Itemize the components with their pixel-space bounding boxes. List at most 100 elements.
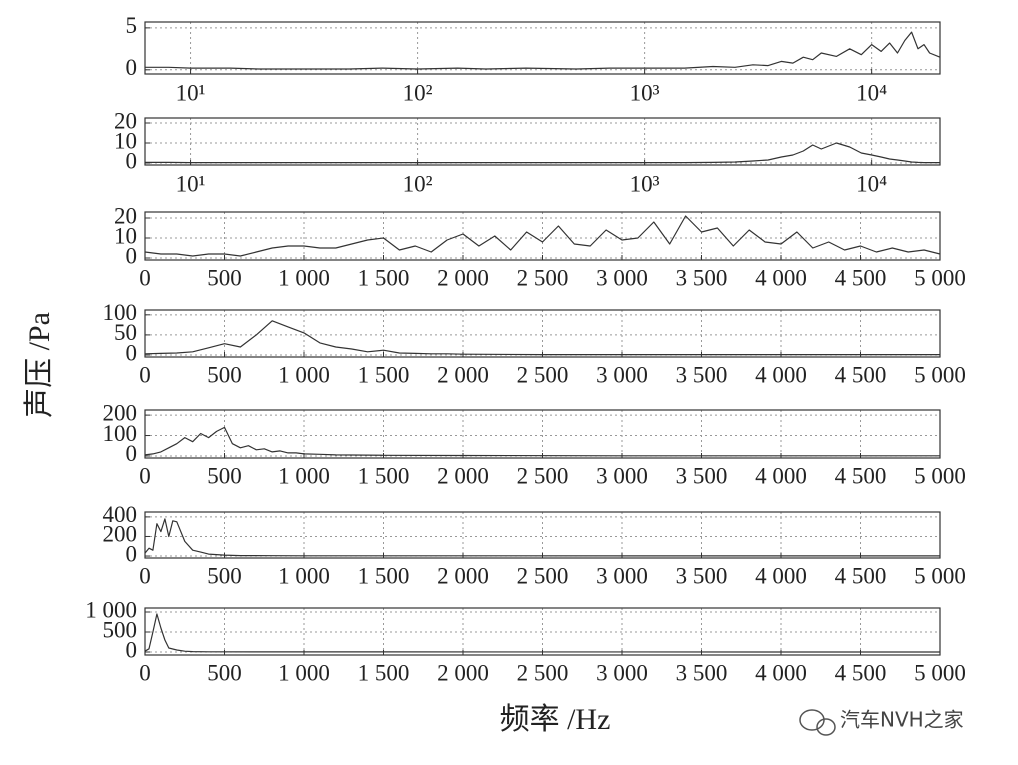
data-line	[144, 518, 941, 557]
x-tick-label: 4 000	[755, 265, 807, 290]
x-tick-label: 1 500	[358, 463, 410, 488]
x-tick-label: 5 000	[914, 463, 966, 488]
x-tick-label: 2 500	[517, 362, 569, 387]
x-tick-label: 1 000	[278, 362, 330, 387]
x-tick-label: 10¹	[176, 80, 206, 105]
plot-frame	[144, 211, 941, 261]
watermark-icon	[799, 709, 836, 736]
x-tick-label: 10⁴	[856, 80, 887, 105]
data-line	[144, 426, 940, 457]
x-tick-label: 2 000	[437, 463, 489, 488]
y-tick-label: 20	[114, 203, 137, 228]
x-tick-label: 3 000	[596, 362, 648, 387]
x-tick-label: 2 500	[517, 463, 569, 488]
x-tick-label: 0	[139, 265, 151, 290]
x-tick-label: 3 000	[596, 265, 648, 290]
x-tick-label: 500	[207, 563, 242, 588]
x-tick-label: 3 500	[676, 265, 728, 290]
x-tick-label: 5 000	[914, 563, 966, 588]
x-tick-label: 1 500	[358, 563, 410, 588]
x-tick-label: 1 500	[358, 660, 410, 685]
x-axis-label: 频率 /Hz	[500, 703, 611, 736]
y-tick-label: 0	[126, 243, 138, 268]
x-tick-label: 10²	[403, 171, 433, 196]
y-tick-label: 1 000	[85, 597, 137, 622]
y-tick-label: 500	[103, 617, 138, 642]
y-tick-label: 100	[103, 421, 138, 446]
y-tick-label: 0	[126, 637, 138, 662]
x-tick-label: 3 000	[596, 563, 648, 588]
x-tick-label: 2 000	[437, 563, 489, 588]
y-tick-label: 10	[114, 128, 137, 153]
x-tick-label: 3 000	[596, 463, 648, 488]
x-tick-label: 2 500	[517, 563, 569, 588]
y-tick-label: 20	[114, 108, 137, 133]
data-line	[145, 142, 940, 164]
x-tick-label: 3 500	[676, 563, 728, 588]
x-tick-label: 2 500	[517, 660, 569, 685]
x-tick-label: 4 500	[835, 660, 887, 685]
x-tick-label: 500	[207, 660, 242, 685]
y-tick-label: 0	[126, 148, 138, 173]
x-tick-label: 3 500	[676, 660, 728, 685]
x-tick-label: 5 000	[914, 265, 966, 290]
x-tick-label: 500	[207, 362, 242, 387]
plot-frame	[144, 117, 941, 166]
x-tick-label: 4 000	[755, 660, 807, 685]
x-tick-label: 10²	[403, 80, 433, 105]
y-tick-label: 400	[103, 502, 138, 527]
plot-frame	[144, 511, 941, 559]
x-tick-label: 0	[139, 660, 151, 685]
plot-frame	[144, 409, 941, 459]
y-tick-label: 200	[103, 522, 138, 547]
x-tick-label: 0	[139, 463, 151, 488]
x-tick-label: 4 500	[835, 265, 887, 290]
x-tick-label: 0	[139, 362, 151, 387]
x-tick-label: 4 000	[755, 563, 807, 588]
watermark: 汽车NVH之家	[840, 708, 964, 732]
x-tick-label: 1 500	[358, 362, 410, 387]
y-tick-label: 10	[114, 223, 137, 248]
x-tick-label: 10¹	[176, 171, 206, 196]
y-tick-label: 5	[126, 13, 138, 38]
x-tick-label: 2 500	[517, 265, 569, 290]
subplot: 0 5 10¹ 10² 10³ 10⁴	[126, 13, 941, 105]
x-tick-label: 500	[207, 265, 242, 290]
x-tick-label: 2 000	[437, 660, 489, 685]
x-tick-label: 2 000	[437, 362, 489, 387]
y-tick-label: 0	[126, 55, 138, 80]
x-tick-label: 1 000	[278, 563, 330, 588]
x-tick-label: 5 000	[914, 362, 966, 387]
x-tick-label: 5 000	[914, 660, 966, 685]
x-tick-label: 2 000	[437, 265, 489, 290]
data-line	[144, 215, 941, 257]
x-tick-label: 10³	[630, 80, 660, 105]
x-tick-label: 10⁴	[856, 171, 887, 196]
x-tick-label: 3 500	[676, 362, 728, 387]
x-tick-label: 3 500	[676, 463, 728, 488]
data-line	[144, 320, 940, 356]
data-line	[145, 31, 941, 70]
y-tick-label: 200	[103, 400, 138, 425]
x-tick-label: 1 500	[358, 265, 410, 290]
y-axis-label: 声压 /Pa	[23, 312, 56, 418]
x-tick-label: 4 500	[835, 463, 887, 488]
data-line	[144, 613, 941, 653]
x-tick-label: 4 500	[835, 563, 887, 588]
x-tick-label: 0	[139, 563, 151, 588]
x-tick-label: 4 500	[835, 362, 887, 387]
y-tick-label: 0	[126, 441, 138, 466]
plot-frame	[144, 309, 941, 358]
x-tick-label: 500	[207, 463, 242, 488]
y-tick-label: 0	[126, 340, 138, 365]
x-tick-label: 1 000	[278, 660, 330, 685]
x-tick-label: 3 000	[596, 660, 648, 685]
x-tick-label: 1 000	[278, 265, 330, 290]
